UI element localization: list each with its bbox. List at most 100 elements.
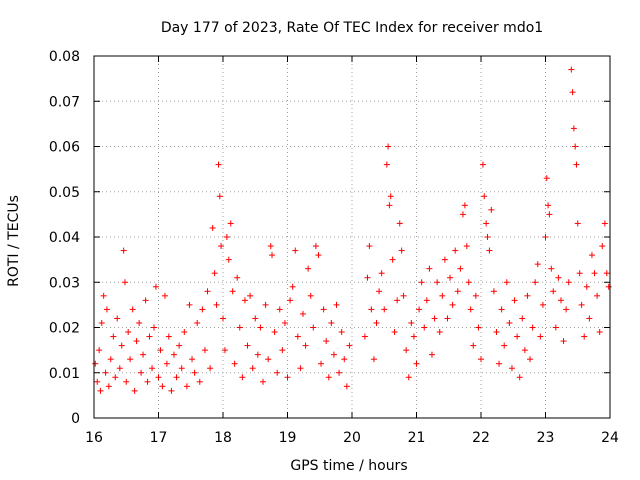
data-point	[120, 247, 127, 254]
data-point	[287, 297, 294, 304]
data-point	[524, 292, 531, 299]
data-point	[312, 243, 319, 250]
y-axis-label: ROTI / TECUs	[6, 195, 22, 287]
data-point	[581, 333, 588, 340]
data-point	[244, 342, 251, 349]
data-point	[307, 292, 314, 299]
data-point	[234, 274, 241, 281]
data-point	[573, 161, 580, 168]
data-point	[565, 279, 572, 286]
data-point	[96, 347, 103, 354]
data-point	[537, 333, 544, 340]
data-point	[605, 283, 612, 290]
data-point	[178, 365, 185, 372]
data-point	[199, 306, 206, 313]
data-point	[281, 319, 288, 326]
data-point	[103, 306, 110, 313]
data-point	[318, 360, 325, 367]
data-point	[328, 319, 335, 326]
data-point	[416, 306, 423, 313]
data-point	[408, 319, 415, 326]
y-tick-label: 0.08	[49, 49, 80, 65]
data-point	[138, 369, 145, 376]
data-point	[225, 256, 232, 263]
data-point	[102, 369, 109, 376]
x-tick-label: 23	[537, 430, 555, 446]
data-point	[140, 351, 147, 358]
data-point	[578, 301, 585, 308]
data-point	[465, 279, 472, 286]
data-point	[310, 324, 317, 331]
data-point	[110, 333, 117, 340]
data-point	[488, 206, 495, 213]
data-point	[121, 279, 128, 286]
data-point	[186, 301, 193, 308]
data-point	[459, 211, 466, 218]
data-point	[92, 360, 99, 367]
data-point	[481, 193, 488, 200]
data-point	[274, 369, 281, 376]
data-point	[400, 292, 407, 299]
data-point	[136, 319, 143, 326]
data-point	[231, 360, 238, 367]
data-point	[294, 333, 301, 340]
data-point	[467, 306, 474, 313]
data-point	[452, 247, 459, 254]
data-point	[276, 306, 283, 313]
data-point	[142, 297, 149, 304]
data-point	[599, 243, 606, 250]
data-point	[555, 274, 562, 281]
data-point	[183, 383, 190, 390]
data-point	[218, 243, 225, 250]
data-point	[588, 252, 595, 259]
data-point	[211, 270, 218, 277]
data-point	[105, 383, 112, 390]
data-point	[486, 247, 493, 254]
data-point	[155, 374, 162, 381]
data-point	[398, 247, 405, 254]
data-point	[478, 356, 484, 363]
data-point	[534, 261, 541, 268]
data-point	[338, 329, 345, 336]
data-point	[302, 342, 309, 349]
data-point	[299, 310, 306, 317]
data-point	[94, 378, 101, 385]
data-point	[152, 283, 159, 290]
data-point	[201, 347, 208, 354]
data-point	[176, 342, 183, 349]
data-point	[221, 347, 228, 354]
data-point	[423, 297, 430, 304]
data-point	[127, 356, 134, 363]
data-point	[496, 360, 503, 367]
data-point	[267, 243, 274, 250]
data-point	[247, 292, 254, 299]
data-point	[249, 365, 256, 372]
data-point	[511, 297, 518, 304]
data-point	[159, 383, 166, 390]
data-point	[560, 338, 567, 345]
data-point	[405, 374, 412, 381]
data-point	[209, 224, 216, 231]
x-tick-label: 18	[214, 430, 232, 446]
data-point	[173, 374, 180, 381]
data-point	[125, 329, 132, 336]
data-point	[389, 256, 396, 263]
data-point	[123, 378, 130, 385]
data-point	[259, 378, 266, 385]
data-point	[444, 315, 451, 322]
data-point	[181, 329, 188, 336]
chart-title: Day 177 of 2023, Rate Of TEC Index for r…	[161, 20, 543, 36]
data-point	[366, 243, 373, 250]
y-tick-label: 0.01	[49, 366, 80, 382]
data-point	[215, 161, 222, 168]
data-point	[196, 378, 203, 385]
data-point	[426, 265, 433, 272]
data-point	[470, 342, 477, 349]
data-point	[100, 292, 107, 299]
grid-lines	[94, 56, 610, 418]
data-point	[252, 315, 259, 322]
data-point	[150, 324, 157, 331]
data-point	[333, 301, 340, 308]
data-point	[168, 387, 175, 394]
